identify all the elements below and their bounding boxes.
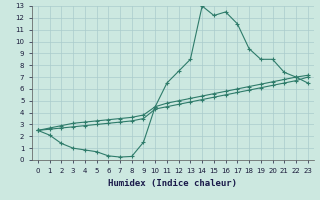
X-axis label: Humidex (Indice chaleur): Humidex (Indice chaleur): [108, 179, 237, 188]
